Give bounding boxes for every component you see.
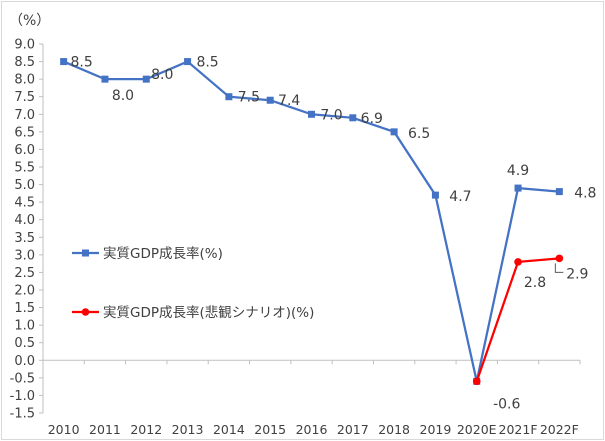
y-tick-label: 8.5	[14, 55, 35, 70]
series-1	[60, 58, 563, 385]
legend-item-1: 実質GDP成長率(%)	[72, 245, 223, 262]
data-point	[101, 75, 109, 83]
y-axis-unit-label: （%）	[9, 13, 50, 29]
data-label: 2.8	[524, 275, 546, 291]
data-point	[308, 110, 315, 118]
data-point	[514, 184, 522, 192]
data-point	[142, 75, 150, 83]
data-point	[514, 258, 522, 266]
data-point	[390, 128, 398, 136]
legend-label: 実質GDP成長率(%)	[103, 245, 223, 262]
y-axis-ticks: 9.0 8.5 8.0 7.5 7.0 6.5 6.0 5.5 5.0 4.5 4.0 3.5 3.0 2…	[10, 38, 44, 422]
y-tick-label: 3.0	[14, 248, 35, 263]
x-tick-label: 2015	[254, 422, 286, 437]
y-tick-label: 8.0	[14, 73, 35, 88]
data-point	[349, 114, 357, 122]
y-tick-label: -0.5	[10, 371, 35, 386]
label-leader-line	[554, 263, 564, 273]
x-tick-label: 2022F	[540, 422, 579, 437]
y-tick-label: 1.0	[14, 319, 35, 334]
y-tick-label: 7.5	[14, 90, 35, 105]
y-tick-label: -1.0	[10, 389, 35, 404]
y-tick-label: 5.0	[14, 178, 35, 193]
legend-label: 実質GDP成長率(悲観シナリオ)(%)	[103, 304, 314, 321]
series-line	[63, 60, 560, 382]
x-tick-label: 2010	[48, 422, 80, 437]
y-tick-label: 0.0	[14, 354, 35, 369]
y-tick-label: 5.5	[14, 161, 35, 176]
data-point	[555, 254, 564, 263]
data-label: 7.4	[278, 93, 300, 109]
y-tick-label: 9.0	[14, 38, 35, 53]
y-tick-label: -1.5	[10, 407, 35, 422]
data-point	[431, 191, 439, 199]
data-label: 8.0	[151, 67, 173, 83]
data-label: 7.5	[238, 90, 260, 106]
data-label: 4.9	[507, 163, 529, 179]
data-label: -0.6	[493, 396, 520, 412]
y-tick-label: 3.5	[14, 231, 35, 246]
data-point	[225, 93, 233, 101]
x-tick-label: 2012	[130, 422, 162, 437]
x-axis: 2010 2011 2012 2013 2014 2015 2016 2017 2018 2019…	[42, 359, 581, 437]
x-tick-label: 2016	[296, 422, 328, 437]
data-label: 2.9	[566, 266, 588, 282]
x-tick-label: 2014	[213, 422, 245, 437]
data-label: 8.5	[196, 55, 218, 71]
legend: 実質GDP成長率(%) 実質GDP成長率(悲観シナリオ)(%)	[72, 245, 314, 321]
x-tick-label: 2019	[420, 422, 452, 437]
legend-swatch-marker	[82, 249, 89, 257]
y-tick-label: 6.0	[14, 143, 35, 158]
legend-swatch-marker	[81, 308, 90, 316]
data-label: 8.0	[112, 88, 134, 104]
x-tick-label: 2021F	[499, 422, 538, 437]
data-label: 7.0	[320, 107, 342, 123]
legend-item-2: 実質GDP成長率(悲観シナリオ)(%)	[72, 304, 314, 321]
data-label: 8.5	[71, 55, 93, 71]
y-tick-label: 4.0	[14, 213, 35, 228]
x-tick-label: 2013	[172, 422, 204, 437]
data-label: 4.8	[574, 186, 596, 202]
data-label: 6.9	[361, 111, 383, 127]
data-point	[184, 58, 192, 66]
data-point	[555, 188, 563, 196]
y-tick-label: 4.5	[14, 196, 35, 211]
y-tick-label: 6.5	[14, 125, 35, 140]
series-layer: 8.5 8.0 8.0 8.5 7.5 7.4 7.0 6.9 6.5 4.7 4.9 4.8 -0.6…	[60, 55, 596, 412]
data-point	[472, 377, 481, 386]
data-label: 6.5	[408, 126, 430, 142]
y-tick-label: 2.0	[14, 284, 35, 299]
x-tick-label: 2017	[337, 422, 369, 437]
series-2	[472, 254, 564, 386]
x-tick-label: 2018	[378, 422, 410, 437]
data-label: 4.7	[449, 189, 471, 205]
y-tick-label: 2.5	[14, 266, 35, 281]
y-tick-label: 0.5	[14, 336, 35, 351]
data-point	[60, 58, 68, 66]
x-tick-label: 2020E	[457, 422, 497, 437]
data-point	[266, 96, 274, 104]
y-tick-label: 7.0	[14, 108, 35, 123]
x-tick-label: 2011	[89, 422, 121, 437]
y-tick-label: 1.5	[14, 301, 35, 316]
